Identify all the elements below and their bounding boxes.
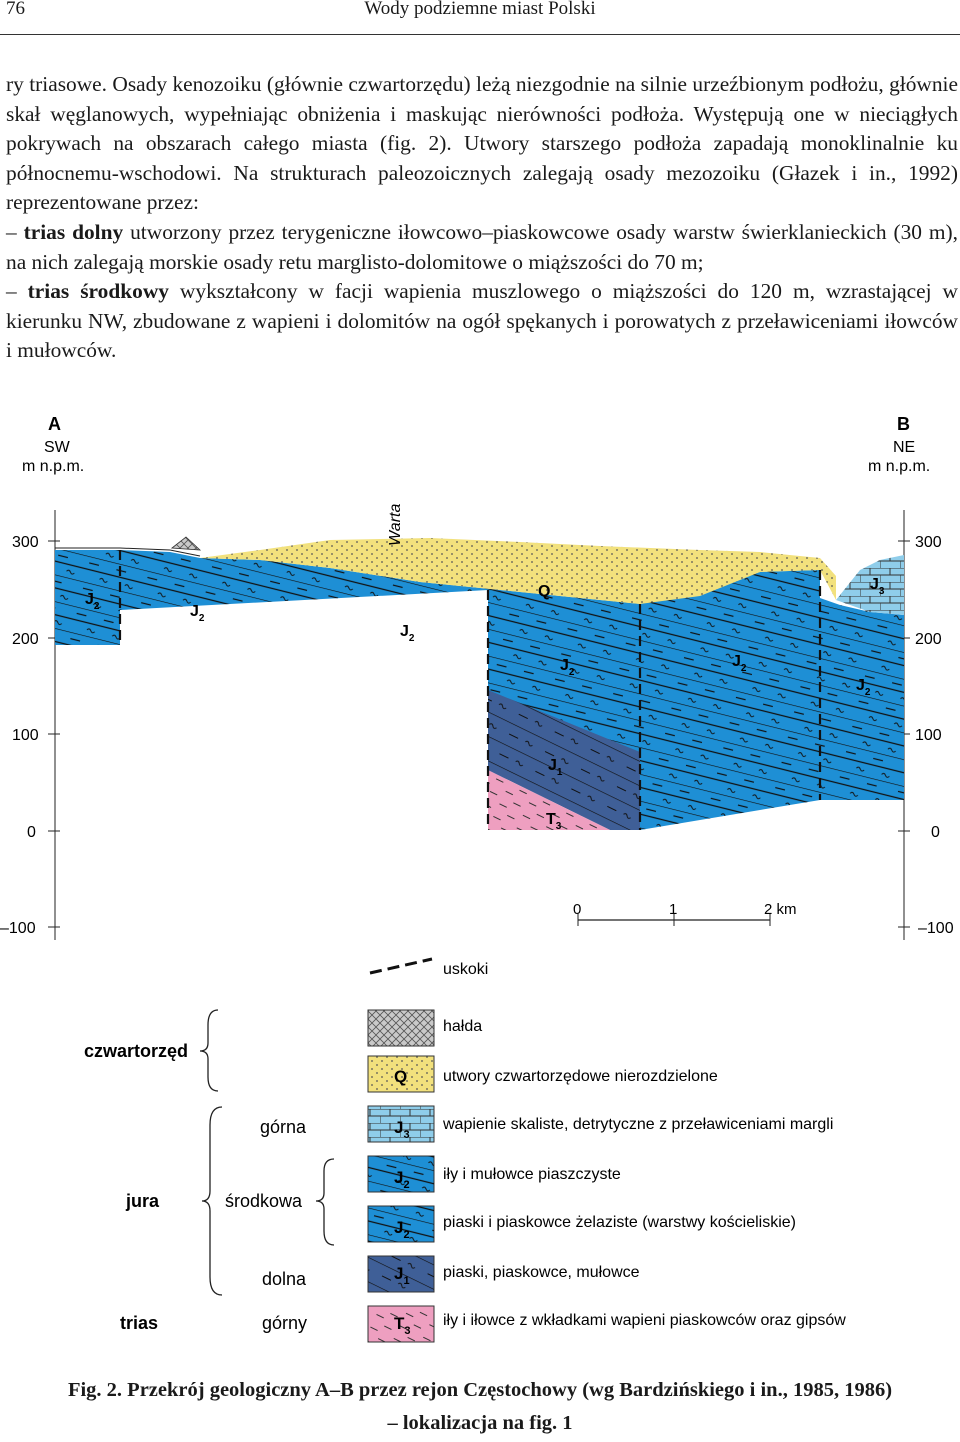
legend-text-j2-a: iły i mułowce piaszczyste [443, 1166, 621, 1183]
unit-halda [170, 536, 202, 551]
legend-text-j3: wapienie skaliste, detrytyczne z przeław… [442, 1116, 833, 1133]
tick-right-minus100: –100 [918, 920, 954, 937]
section-label-j1: J1 [548, 757, 563, 778]
group-czwartorzed: czwartorzęd [84, 1041, 188, 1061]
brace-jura [201, 1106, 223, 1296]
legend-text-j1: piaski, piaskowce, mułowce [443, 1264, 640, 1281]
label-a: A [48, 414, 61, 434]
list-item-middle-triassic: – trias środkowy wykształcony w facji wa… [6, 279, 958, 363]
group-trias: trias [120, 1313, 158, 1333]
legend-text-q: utwory czwartorzędowe nierozdzielone [443, 1068, 718, 1085]
page-header: 76 Wody podziemne miast Polski [0, 0, 960, 35]
tick-right-100: 100 [915, 727, 942, 744]
tick-right-200: 200 [915, 631, 942, 648]
section-label-j2-e: J2 [732, 653, 747, 674]
paragraph: ry triasowe. Osady kenozoiku (głównie cz… [6, 72, 958, 215]
sub-srodkowa: środkowa [225, 1191, 303, 1211]
scale-0: 0 [573, 901, 581, 918]
label-unit-right: m n.p.m. [868, 458, 930, 475]
legend-text-j2-b: piaski i piaskowce żelaziste (warstwy ko… [443, 1214, 796, 1231]
section-label-j2-b: J2 [190, 603, 205, 624]
term-trias-srodkowy: trias środkowy [27, 279, 169, 304]
sub-gorna: górna [260, 1117, 307, 1137]
legend-symbol-q: Q [394, 1067, 407, 1086]
legend-text-halda: hałda [443, 1018, 482, 1035]
caption-line-2: – lokalizacja na fig. 1 [387, 1412, 573, 1434]
legend-box-halda [367, 1009, 435, 1047]
tick-right-300: 300 [915, 534, 942, 551]
list-item-lower-triassic: – trias dolny utworzony przez terygenicz… [6, 219, 959, 274]
legend-symbol-j2-a: J2 [394, 1168, 410, 1191]
faults [118, 550, 822, 830]
section-label-j2-c: J2 [400, 623, 415, 644]
sub-dolna: dolna [262, 1269, 307, 1289]
brace-srodkowa [315, 1158, 335, 1246]
figure-caption: Fig. 2. Przekrój geologiczny A–B przez r… [0, 1374, 960, 1440]
running-title: Wody podziemne miast Polski [364, 0, 596, 19]
section-label-t3: T3 [546, 811, 562, 832]
section-label-j2-d: J2 [560, 657, 575, 678]
legend-symbol-j2-b: J2 [394, 1218, 410, 1241]
scale-2km: 2 km [764, 901, 797, 918]
term-trias-dolny: trias dolny [23, 219, 124, 244]
label-ne: NE [893, 439, 915, 456]
geological-cross-section: A SW m n.p.m. B NE m n.p.m. 300 200 100 … [0, 414, 954, 940]
river-warta: Warta [387, 504, 404, 546]
legend-fault-symbol [369, 957, 433, 975]
tick-right-0: 0 [931, 824, 940, 841]
group-jura: jura [125, 1191, 160, 1211]
section-label-j3: J3 [870, 576, 885, 597]
scale-bar: 0 1 2 km [573, 901, 797, 926]
page-number: 76 [6, 0, 25, 19]
tick-left-minus100: –100 [0, 920, 36, 937]
section-label-q: Q [538, 583, 550, 600]
tick-left-0: 0 [27, 824, 36, 841]
label-b: B [897, 414, 910, 434]
caption-line-1: Fig. 2. Przekrój geologiczny A–B przez r… [67, 1379, 893, 1401]
section-label-j2-a: J2 [85, 591, 100, 612]
legend-text-t3: iły i iłowce z wkładkami wapieni piaskow… [443, 1312, 846, 1329]
scale-1: 1 [669, 901, 677, 918]
label-sw: SW [44, 439, 71, 456]
legend-faults: uskoki [443, 961, 488, 978]
body-text: ry triasowe. Osady kenozoiku (głównie cz… [6, 70, 958, 366]
sub-gorny: górny [262, 1313, 307, 1333]
legend-symbol-j1: J1 [394, 1264, 410, 1287]
label-unit-left: m n.p.m. [22, 458, 84, 475]
tick-left-100: 100 [12, 727, 39, 744]
brace-czwartorzed [199, 1009, 219, 1092]
legend-symbol-j3: J3 [394, 1118, 410, 1141]
legend-symbol-t3: T3 [394, 1314, 411, 1337]
section-label-j2-f: J2 [856, 677, 871, 698]
tick-left-300: 300 [12, 534, 39, 551]
legend: uskoki czwartorzęd jura trias górna środ… [84, 957, 846, 1343]
tick-left-200: 200 [12, 631, 39, 648]
